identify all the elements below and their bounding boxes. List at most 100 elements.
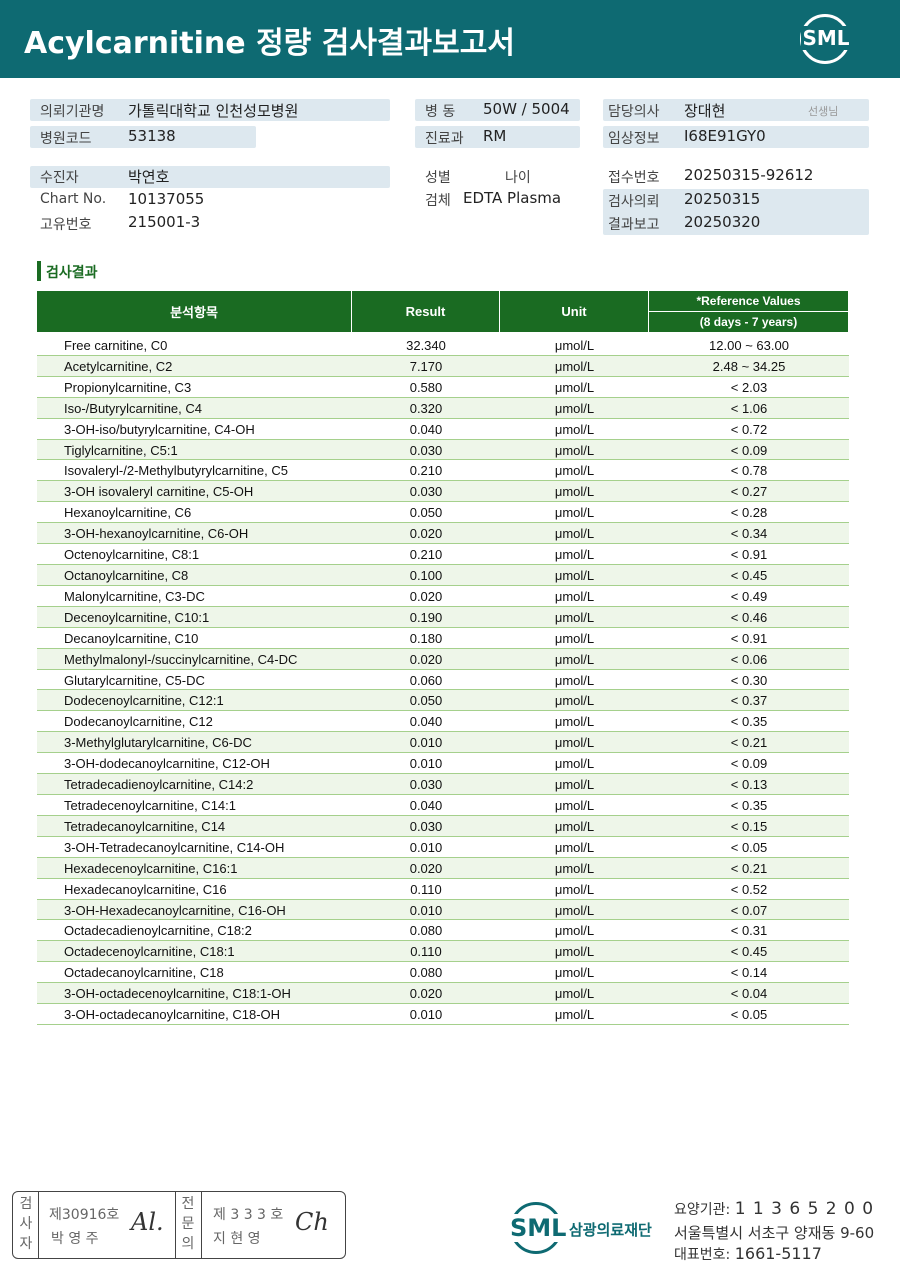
row-bg [37, 899, 849, 921]
field-value: 215001-3 [128, 213, 201, 231]
divider [201, 1192, 202, 1258]
unit: μmol/L [554, 1007, 595, 1023]
section-marker [37, 261, 41, 281]
unit: μmol/L [554, 818, 595, 834]
reference: < 0.35 [730, 798, 768, 813]
row-bg [37, 565, 849, 586]
tester-name: 박 영 주 [51, 1231, 99, 1247]
result: 32.340 [406, 338, 446, 353]
field-label: 고유번호 [40, 217, 92, 233]
row-bg [37, 335, 849, 356]
field-label: 진료과 [425, 131, 464, 147]
item-name: Octanoylcarnitine, C8 [64, 568, 189, 583]
result: 0.180 [409, 630, 443, 646]
field-label: 수진자 [40, 170, 79, 186]
item-name: Hexanoylcarnitine, C6 [64, 505, 192, 521]
shade-box [30, 99, 390, 121]
unit: μmol/L [554, 505, 595, 521]
item-name: 3-OH isovaleryl carnitine, C5-OH [64, 484, 254, 500]
unit: μmol/L [554, 714, 595, 730]
header-logo: SML [801, 26, 851, 50]
row-bg [37, 418, 849, 440]
reference: < 0.45 [730, 568, 768, 583]
reference: < 0.37 [730, 693, 768, 709]
item-name: Malonylcarnitine, C3-DC [64, 588, 205, 604]
unit: μmol/L [554, 839, 595, 855]
tester-sign: Al. [131, 1208, 164, 1236]
shade-box [603, 189, 869, 235]
item-name: 3-OH-octadecanoylcarnitine, C18-OH [64, 1007, 281, 1023]
row-bg [37, 544, 849, 565]
unit: μmol/L [554, 484, 595, 500]
result: 0.190 [409, 609, 443, 625]
reference: < 0.14 [730, 965, 768, 981]
unit: μmol/L [554, 379, 595, 395]
item-name: Glutarylcarnitine, C5-DC [64, 672, 205, 688]
row-bg [37, 920, 849, 942]
result: 0.080 [409, 923, 443, 939]
row-bg [37, 690, 849, 712]
row-bg [37, 627, 849, 649]
field-label: 결과보고 [608, 217, 660, 233]
result: 0.030 [409, 777, 443, 793]
char: 사 [19, 1216, 33, 1232]
reference: 2.48 ~ 34.25 [712, 358, 786, 374]
reference: < 0.49 [730, 588, 768, 604]
reference: < 0.52 [730, 881, 768, 897]
reference: < 0.34 [730, 526, 768, 542]
item-name: Propionylcarnitine, C3 [64, 379, 192, 395]
row-bg [37, 585, 849, 607]
org-name: 삼광의료재단 [569, 1221, 652, 1239]
item-name: Octadecanoylcarnitine, C18 [64, 965, 224, 981]
field-label: 병 동 [425, 104, 456, 120]
row-bg [37, 648, 849, 670]
field-value: 53138 [128, 127, 176, 145]
unit: μmol/L [554, 756, 595, 772]
char: 의 [181, 1236, 195, 1252]
reference: < 0.91 [730, 630, 768, 646]
row-bg [37, 857, 849, 879]
item-name: Octadecenoylcarnitine, C18:1 [64, 944, 235, 960]
reference: < 0.46 [730, 609, 768, 625]
unit: μmol/L [554, 463, 595, 479]
shade-box [30, 126, 256, 148]
reference: < 0.09 [730, 442, 768, 458]
item-name: Hexadecenoylcarnitine, C16:1 [64, 860, 238, 876]
result: 0.050 [409, 505, 443, 521]
item-name: Decanoylcarnitine, C10 [64, 630, 199, 646]
row-bg [37, 774, 849, 795]
result: 0.020 [409, 526, 443, 542]
row-bg [37, 523, 849, 545]
result: 0.040 [409, 714, 443, 730]
reference: < 0.28 [730, 505, 768, 521]
row-bg [37, 355, 849, 377]
item-name: 3-OH-octadecenoylcarnitine, C18:1-OH [64, 986, 291, 1002]
reference: < 0.15 [730, 818, 768, 834]
code-line: 요양기관: 1 1 3 6 5 2 0 0 [674, 1199, 874, 1219]
item-name: Octadecadienoylcarnitine, C18:2 [64, 923, 252, 939]
unit: μmol/L [554, 568, 595, 583]
unit: μmol/L [554, 881, 595, 897]
reference: < 0.05 [730, 1007, 768, 1023]
reference: < 0.21 [730, 735, 768, 751]
reference: < 0.07 [730, 902, 768, 918]
field-value: 20250320 [684, 213, 761, 231]
row-bg [37, 376, 849, 398]
phone-label: 대표번호: [674, 1247, 731, 1263]
row-bg [37, 481, 849, 503]
row-bg [37, 795, 849, 816]
field-label: 나이 [505, 170, 531, 186]
reference: < 0.45 [730, 944, 768, 960]
item-name: 3-OH-hexanoylcarnitine, C6-OH [64, 526, 249, 542]
footer-logo: SML [510, 1214, 567, 1242]
result: 0.010 [409, 902, 443, 918]
section-title: 검사결과 [46, 265, 98, 281]
result: 0.320 [409, 400, 443, 416]
field-value: 가톨릭대학교 인천성모병원 [128, 102, 299, 120]
result: 0.010 [409, 839, 443, 855]
row-bg [37, 606, 849, 628]
